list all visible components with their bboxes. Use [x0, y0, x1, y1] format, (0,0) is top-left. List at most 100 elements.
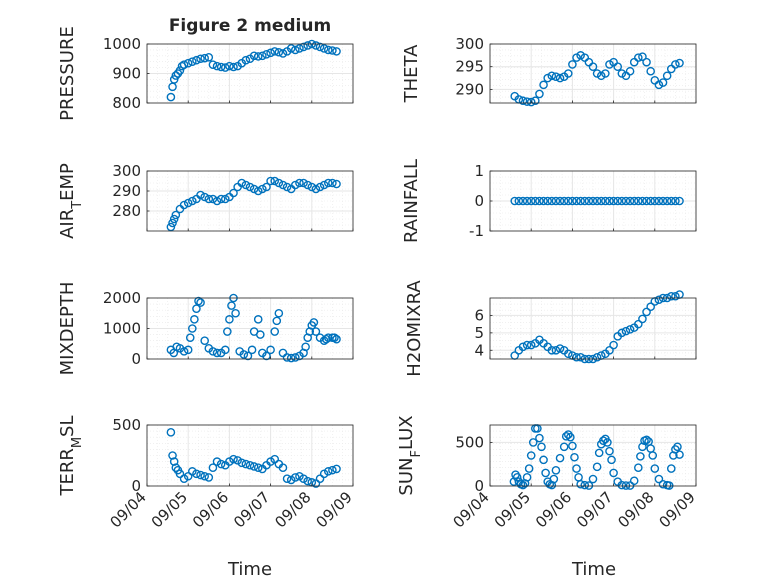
data-point: [166, 222, 176, 232]
data-point: [561, 432, 571, 441]
data-point: [272, 316, 282, 326]
data-point: [204, 473, 214, 482]
y-tick-label: 900: [112, 65, 141, 83]
data-point: [220, 63, 230, 72]
data-point: [625, 196, 635, 206]
data-point: [208, 463, 218, 473]
data-point: [607, 455, 616, 465]
data-point: [168, 451, 177, 460]
data-point: [531, 196, 540, 206]
data-point: [588, 196, 598, 206]
data-point: [518, 96, 528, 106]
data-point: [580, 196, 590, 206]
data-point: [188, 196, 197, 206]
y-axis-label: AIRTEMP: [57, 163, 85, 239]
data-point: [196, 298, 205, 307]
y-tick-label: 0: [474, 477, 484, 495]
data-point: [510, 196, 520, 206]
data-point: [253, 315, 263, 324]
data-point: [535, 89, 544, 99]
data-point: [555, 344, 565, 353]
xlabel-right: Time: [571, 559, 616, 580]
data-point: [315, 182, 325, 192]
x-tick-label: 09/05: [491, 488, 534, 531]
y-tick-label: 1000: [103, 320, 141, 338]
data-point: [245, 460, 255, 470]
data-point: [220, 194, 230, 204]
data-point: [592, 462, 602, 472]
y-tick-label: -1: [469, 222, 484, 240]
y-axis-label: RAINFALL: [401, 159, 422, 243]
data-point: [654, 474, 664, 484]
data-point: [603, 438, 612, 447]
data-point: [563, 69, 573, 78]
data-point: [270, 176, 280, 186]
data-point: [642, 196, 651, 206]
data-point: [646, 66, 655, 76]
data-point: [291, 353, 300, 362]
data-point: [518, 196, 528, 206]
data-point: [526, 451, 536, 460]
data-point: [169, 457, 179, 466]
data-point: [666, 291, 676, 301]
data-point: [551, 345, 561, 355]
data-point: [328, 465, 337, 475]
data-point: [237, 178, 247, 188]
data-point: [512, 472, 522, 482]
y-tick-label: 0: [131, 350, 141, 368]
data-point: [664, 481, 674, 490]
data-point: [588, 62, 598, 71]
data-point: [241, 180, 251, 190]
data-point: [225, 61, 234, 71]
data-point: [183, 58, 193, 68]
data-point: [634, 463, 643, 473]
data-point: [658, 196, 668, 206]
data-point: [568, 441, 577, 451]
x-tick-label: 09/09: [313, 488, 356, 531]
data-point: [200, 471, 209, 481]
data-point: [541, 468, 550, 478]
data-point: [654, 80, 664, 90]
x-tick-label: 09/07: [573, 488, 616, 531]
data-point: [671, 196, 680, 206]
data-point: [613, 62, 623, 71]
data-point: [601, 196, 610, 206]
y-tick-label: 280: [112, 202, 141, 220]
data-point: [223, 327, 232, 336]
data-point: [617, 196, 627, 206]
data-point: [658, 78, 668, 87]
data-point: [319, 180, 329, 190]
y-tick-label: 1: [474, 162, 484, 180]
data-point: [594, 448, 604, 458]
data-point: [592, 196, 602, 206]
data-point: [666, 464, 676, 473]
data-point: [241, 55, 251, 65]
data-point: [662, 196, 672, 206]
data-point: [282, 474, 292, 483]
data-point: [629, 476, 639, 486]
data-point: [638, 196, 647, 206]
data-point: [634, 53, 643, 62]
y-axis-label: SUNFLUX: [396, 415, 424, 495]
data-point: [636, 452, 645, 461]
axes-box: [489, 297, 697, 360]
data-point: [225, 315, 234, 324]
data-point: [266, 176, 275, 186]
data-point: [204, 52, 214, 62]
data-point: [551, 196, 561, 206]
data-point: [522, 340, 532, 350]
data-point: [675, 450, 684, 459]
data-point: [675, 196, 684, 206]
data-point: [547, 196, 557, 206]
y-axis-label: MIXDEPTH: [57, 282, 78, 376]
data-point: [270, 454, 280, 464]
subplot-2: 290 295 300 THETA: [401, 35, 697, 107]
data-point: [609, 340, 618, 350]
data-point: [642, 435, 651, 445]
data-point: [592, 69, 602, 78]
data-point: [183, 471, 193, 481]
data-point: [605, 446, 614, 456]
axes-box: [489, 43, 697, 104]
